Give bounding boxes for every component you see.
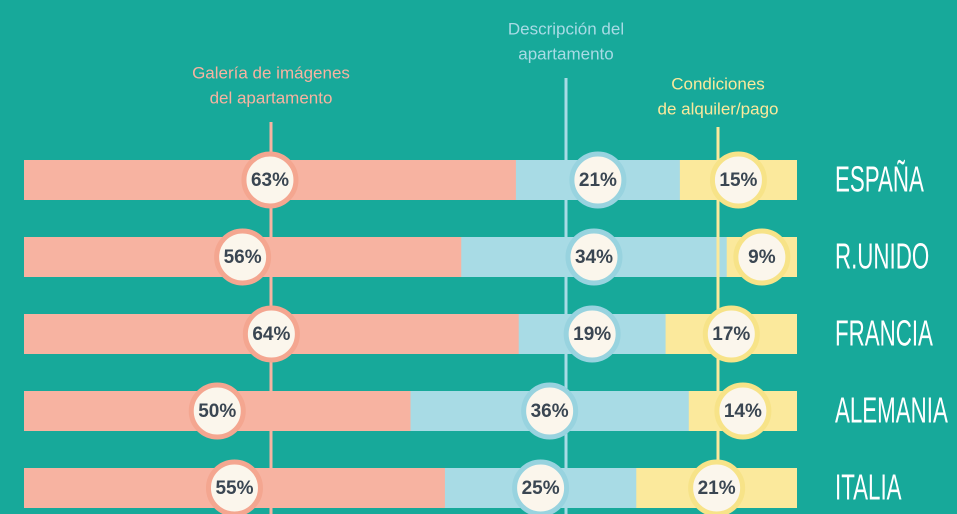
value-label: 9% xyxy=(748,247,776,268)
value-label: 19% xyxy=(573,324,611,345)
value-badge xyxy=(521,382,579,440)
value-label: 15% xyxy=(719,170,757,191)
legend-label: del apartamento xyxy=(210,88,333,107)
value-badge xyxy=(563,305,621,363)
legend-label: Descripción del xyxy=(508,19,624,38)
value-label: 55% xyxy=(215,478,253,499)
value-badge xyxy=(241,151,299,209)
value-badge xyxy=(569,151,627,209)
value-label: 25% xyxy=(522,478,560,499)
value-label: 21% xyxy=(579,170,617,191)
value-label: 21% xyxy=(698,478,736,499)
value-label: 14% xyxy=(724,401,762,422)
value-label: 34% xyxy=(575,247,613,268)
value-badge xyxy=(709,151,767,209)
category-label-group: ALEMANIA xyxy=(835,391,948,431)
value-label: 17% xyxy=(712,324,750,345)
category-label: ITALIA xyxy=(835,468,902,508)
value-badge xyxy=(188,382,246,440)
value-badge xyxy=(205,459,263,514)
value-badge xyxy=(702,305,760,363)
legend-label: de alquiler/pago xyxy=(658,99,779,118)
value-label: 50% xyxy=(198,401,236,422)
value-badge xyxy=(214,228,272,286)
legend-label: Galería de imágenes xyxy=(192,63,350,82)
legend-label: apartamento xyxy=(518,44,613,63)
value-label: 63% xyxy=(251,170,289,191)
value-label: 36% xyxy=(531,401,569,422)
category-label: ALEMANIA xyxy=(835,391,948,431)
value-badge xyxy=(733,228,791,286)
value-badge xyxy=(688,459,746,514)
category-label: ESPAÑA xyxy=(835,159,924,200)
category-label-group: ESPAÑA xyxy=(835,159,924,200)
value-badge xyxy=(714,382,772,440)
category-label: R.UNIDO xyxy=(835,237,929,277)
category-label: FRANCIA xyxy=(835,314,933,354)
category-label-group: ITALIA xyxy=(835,468,902,508)
value-label: 64% xyxy=(252,324,290,345)
category-label-group: R.UNIDO xyxy=(835,237,929,277)
value-badge xyxy=(512,459,570,514)
legend-label: Condiciones xyxy=(671,74,765,93)
value-badge xyxy=(242,305,300,363)
value-badge xyxy=(565,228,623,286)
category-label-group: FRANCIA xyxy=(835,314,933,354)
value-label: 56% xyxy=(224,247,262,268)
